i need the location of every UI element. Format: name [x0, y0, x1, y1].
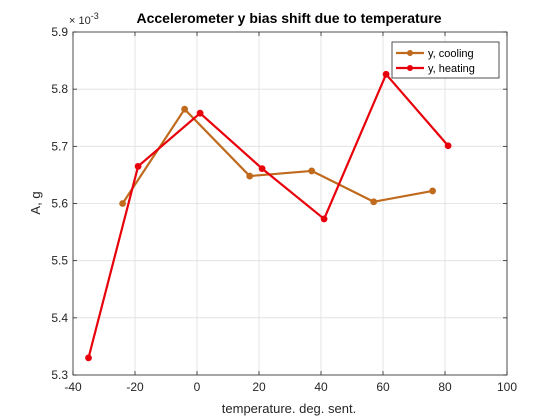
- x-axis-label: temperature. deg. sent.: [222, 401, 356, 416]
- x-tick-label: -20: [126, 380, 144, 394]
- series-line: [121, 108, 433, 205]
- legend-label: y, heating: [428, 63, 475, 75]
- data-point: [382, 70, 390, 78]
- y-tick-label: 5.7: [51, 139, 68, 153]
- legend-swatch-marker: [407, 65, 413, 71]
- x-tick-label: 20: [252, 380, 266, 394]
- svg-text:× 10-3: × 10-3: [69, 11, 99, 27]
- legend-item: y, cooling: [396, 48, 474, 60]
- y-axis-label: A, g: [28, 191, 43, 214]
- data-point: [246, 172, 254, 180]
- y-tick-label: 5.8: [51, 82, 68, 96]
- x-tick-label: -40: [64, 380, 82, 394]
- data-point: [181, 105, 189, 113]
- plot-area: -40 -20 0 20 40 60 80 100 5.3 5.4 5.5 5.6 5.7 5.8 5.9: [51, 25, 517, 394]
- data-point: [258, 165, 266, 173]
- data-point: [370, 198, 378, 206]
- x-tick-label: 0: [194, 380, 201, 394]
- data-point: [444, 142, 452, 150]
- y-exponent: × 10-3: [69, 11, 99, 27]
- series-cooling: [119, 105, 437, 207]
- x-tick-label: 60: [376, 380, 390, 394]
- data-point: [429, 187, 437, 195]
- y-tick-label: 5.9: [51, 25, 68, 39]
- y-tick-label: 5.3: [51, 368, 68, 382]
- data-point: [85, 354, 92, 362]
- data-point: [119, 200, 126, 207]
- series-heating: [85, 70, 452, 362]
- x-tick-label: 100: [497, 380, 517, 394]
- y-tick-label: 5.4: [51, 311, 68, 325]
- y-tick-label: 5.5: [51, 254, 68, 268]
- data-point: [134, 162, 142, 170]
- y-exponent-multiplier: × 10: [69, 15, 91, 27]
- data-point: [196, 109, 204, 117]
- data-point: [308, 167, 316, 175]
- x-tick-label: 80: [438, 380, 452, 394]
- series-layer: [85, 70, 452, 362]
- y-exponent-power: -3: [91, 11, 99, 21]
- data-point: [320, 215, 328, 223]
- chart-title: Accelerometer y bias shift due to temper…: [137, 10, 442, 26]
- legend-swatch-marker: [407, 50, 413, 56]
- legend: y, cooling y, heating: [391, 41, 500, 79]
- x-ticks: -40 -20 0 20 40 60 80 100: [64, 32, 517, 394]
- legend-box: [391, 41, 500, 79]
- y-tick-label: 5.6: [51, 197, 68, 211]
- legend-label: y, cooling: [428, 48, 474, 60]
- x-tick-label: 40: [314, 380, 328, 394]
- y-ticks: 5.3 5.4 5.5 5.6 5.7 5.8 5.9: [51, 25, 507, 382]
- legend-item: y, heating: [396, 63, 475, 75]
